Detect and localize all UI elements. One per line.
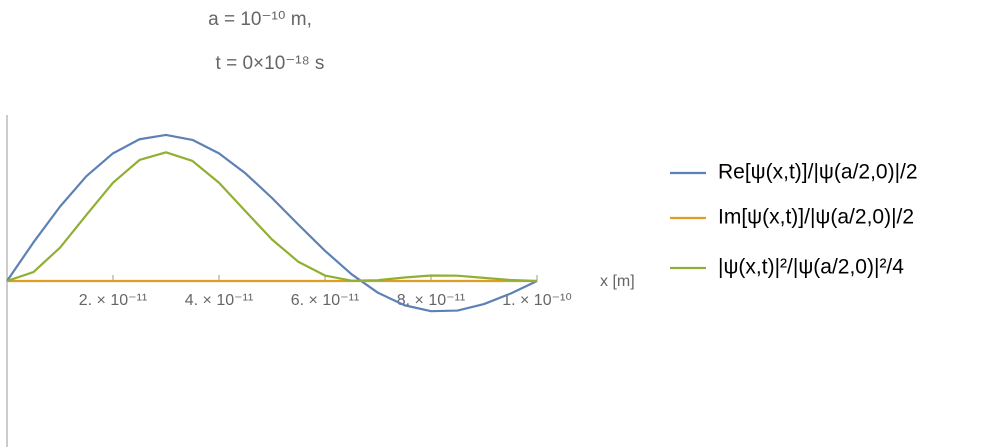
series-line	[6, 133, 538, 313]
x-tick-label: 1. × 10⁻¹⁰	[502, 292, 572, 309]
x-tick-label: 4. × 10⁻¹¹	[185, 292, 253, 309]
x-tick-label: 8. × 10⁻¹¹	[397, 292, 465, 309]
legend-label: Im[ψ(x,t)]/|ψ(a/2,0)|/2	[718, 206, 914, 229]
series-line	[6, 151, 538, 283]
chart-subtitle: t = 0×10⁻¹⁸ s	[216, 53, 325, 74]
legend-label: Re[ψ(x,t)]/|ψ(a/2,0)|/2	[718, 161, 918, 184]
x-tick-label: 6. × 10⁻¹¹	[291, 292, 359, 309]
x-tick-label: 2. × 10⁻¹¹	[79, 292, 147, 309]
x-axis-label: x [m]	[600, 273, 635, 290]
chart-title: a = 10⁻¹⁰ m,	[208, 9, 312, 30]
legend-label: |ψ(x,t)|²/|ψ(a/2,0)|²/4	[718, 256, 904, 279]
